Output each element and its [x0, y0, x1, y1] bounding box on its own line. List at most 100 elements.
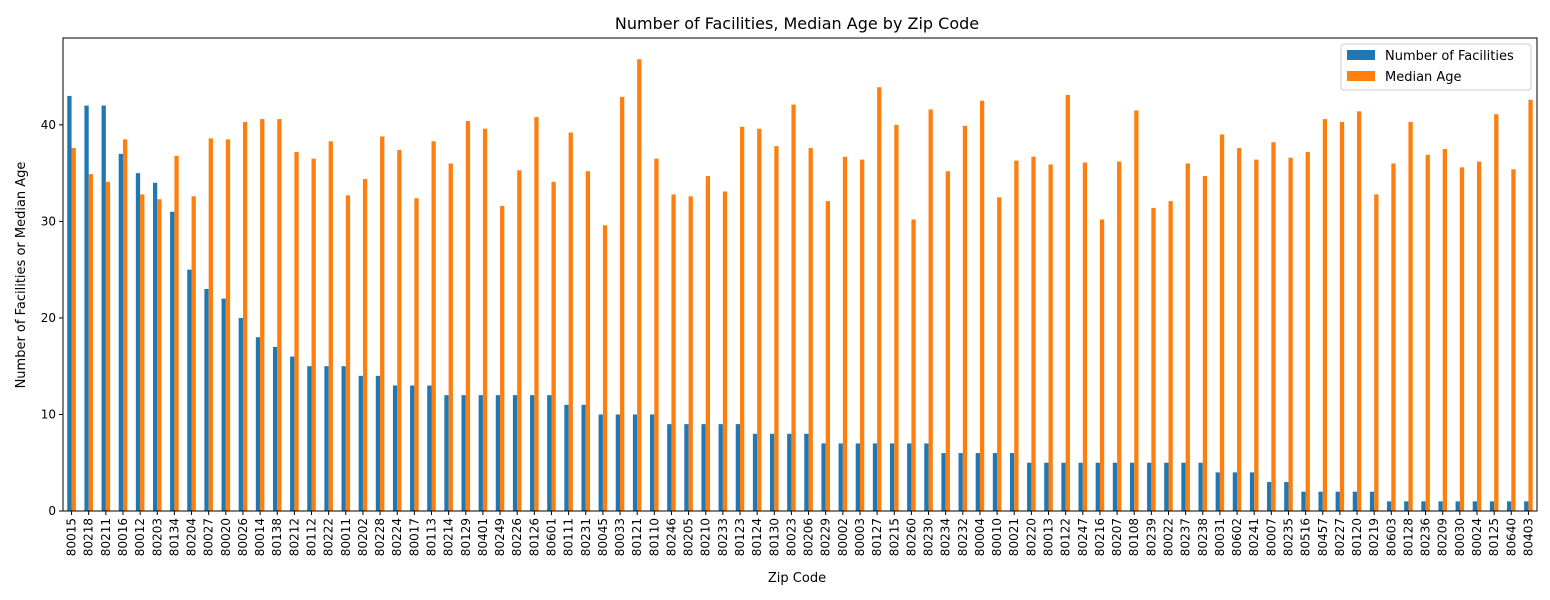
bar-median-age-80601 [551, 181, 556, 511]
bar-median-age-80112 [311, 158, 316, 511]
chart-title: Number of Facilities, Median Age by Zip … [615, 14, 979, 33]
legend-label-facilities: Number of Facilities [1385, 49, 1514, 64]
bar-median-age-80129 [465, 121, 471, 512]
x-tick-label: 80124 [750, 518, 764, 556]
bar-median-age-80127 [877, 87, 882, 511]
bar-facilities-80247 [1078, 462, 1083, 511]
bar-facilities-80112 [307, 366, 312, 511]
bar-facilities-80203 [152, 182, 158, 512]
bar-median-age-80203 [157, 199, 162, 511]
bar-median-age-80229 [825, 201, 830, 511]
bar-facilities-80246 [667, 424, 672, 511]
bar-median-age-80602 [1237, 148, 1242, 512]
bar-median-age-80224 [397, 149, 402, 512]
bar-median-age-80210 [705, 176, 711, 512]
bar-median-age-80238 [1202, 176, 1208, 512]
bar-median-age-80401 [482, 128, 488, 512]
bar-facilities-80007 [1267, 482, 1272, 511]
bar-median-age-80022 [1168, 201, 1173, 511]
legend-swatch-median-age [1347, 71, 1375, 81]
bar-facilities-80202 [358, 375, 363, 511]
bar-facilities-80023 [787, 433, 792, 511]
x-tick-label: 80214 [442, 518, 456, 556]
bar-facilities-80010 [992, 453, 998, 511]
x-tick-label: 80011 [339, 518, 353, 556]
bar-facilities-80224 [392, 385, 398, 511]
bar-facilities-80229 [821, 443, 826, 511]
bar-facilities-80219 [1369, 491, 1375, 511]
bar-median-age-80010 [997, 197, 1002, 511]
bar-median-age-80212 [294, 151, 299, 511]
bar-facilities-80016 [118, 153, 123, 511]
y-axis: 0 10 20 30 40 [41, 118, 63, 518]
x-tick-label: 80122 [1059, 518, 1073, 556]
bar-facilities-80020 [221, 298, 226, 511]
bar-facilities-80401 [478, 395, 483, 511]
bar-facilities-80031 [1215, 472, 1220, 511]
bar-median-age-80204 [191, 196, 196, 511]
bar-facilities-80024 [1472, 501, 1478, 511]
bar-facilities-80216 [1095, 462, 1100, 511]
bar-facilities-80015 [67, 95, 72, 512]
bar-median-age-80249 [500, 205, 505, 511]
bar-median-age-80235 [1288, 157, 1293, 511]
bar-median-age-80211 [105, 181, 111, 511]
bar-median-age-80126 [534, 117, 539, 511]
bar-facilities-80113 [427, 385, 432, 511]
bar-median-age-80241 [1254, 159, 1259, 511]
x-tick-label: 80031 [1213, 518, 1227, 556]
bar-facilities-80210 [701, 424, 706, 511]
bar-facilities-80206 [804, 433, 809, 511]
x-tick-label: 80012 [133, 518, 147, 556]
x-tick-label: 80222 [322, 518, 336, 556]
x-tick-label: 80014 [253, 518, 267, 556]
x-tick-label: 80123 [733, 518, 747, 556]
bar-facilities-80125 [1489, 501, 1495, 511]
x-tick-label: 80238 [1196, 518, 1210, 556]
bar-median-age-80011 [345, 195, 351, 511]
bar-median-age-80220 [1031, 156, 1036, 512]
x-tick-label: 80219 [1367, 518, 1381, 556]
x-tick-label: 80232 [956, 518, 970, 556]
x-tick-label: 80603 [1384, 518, 1398, 556]
x-tick-label: 80246 [664, 518, 678, 556]
x-tick-label: 80010 [990, 518, 1004, 556]
bar-median-age-80640 [1511, 169, 1516, 511]
x-tick-label: 80403 [1521, 518, 1535, 556]
x-tick-label: 80022 [1162, 518, 1176, 556]
bar-facilities-80123 [735, 424, 741, 511]
bar-median-age-80209 [1442, 149, 1448, 511]
bar-median-age-80013 [1048, 164, 1053, 511]
bar-median-age-80110 [654, 158, 659, 511]
bar-facilities-80122 [1061, 462, 1066, 511]
x-tick-label: 80206 [802, 518, 816, 556]
bar-median-age-80120 [1357, 111, 1362, 512]
bar-facilities-80230 [924, 443, 929, 511]
bar-facilities-80218 [84, 105, 89, 511]
y-axis-label: Number of Facilities or Median Age [14, 162, 29, 389]
x-tick-label: 80211 [99, 518, 113, 556]
x-tick-label: 80033 [613, 518, 627, 556]
y-tick-label: 30 [41, 214, 56, 228]
x-tick-label: 80207 [1110, 518, 1124, 556]
bar-median-age-80125 [1494, 114, 1499, 511]
bar-facilities-80013 [1044, 462, 1049, 511]
bar-median-age-80403 [1528, 99, 1533, 511]
x-tick-label: 80125 [1487, 518, 1501, 556]
bar-facilities-80127 [872, 443, 878, 511]
bar-facilities-80012 [135, 173, 141, 511]
bar-median-age-80214 [448, 163, 453, 512]
x-tick-label: 80205 [682, 518, 696, 556]
bar-facilities-80017 [410, 385, 415, 511]
bar-facilities-80126 [530, 395, 535, 511]
bar-median-age-80023 [791, 104, 796, 512]
x-tick-label: 80230 [922, 518, 936, 556]
x-tick-label: 80024 [1470, 518, 1484, 556]
bar-median-age-80021 [1014, 160, 1019, 511]
bar-facilities-80226 [512, 395, 518, 511]
bar-median-age-80020 [225, 139, 231, 512]
x-tick-label: 80121 [630, 518, 644, 556]
x-tick-label: 80231 [579, 518, 593, 556]
bar-median-age-80045 [602, 225, 608, 511]
bar-median-age-80227 [1339, 121, 1345, 511]
